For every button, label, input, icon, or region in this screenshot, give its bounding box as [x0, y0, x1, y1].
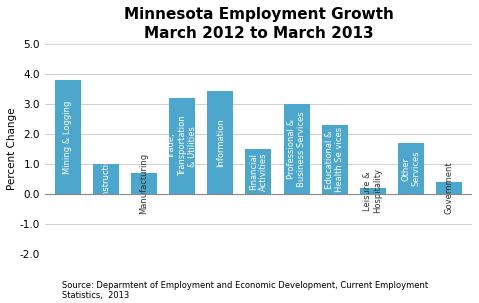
Bar: [322, 125, 348, 194]
Text: Information: Information: [216, 118, 225, 167]
Text: Educational &
Health Se⁠⁠ vices: Educational & Health Se⁠⁠ vices: [325, 127, 344, 192]
Bar: [55, 80, 80, 194]
Text: Construction: Construction: [102, 152, 110, 206]
Text: Professional &
Business Se⁠rvices: Professional & Business Se⁠rvices: [287, 111, 306, 187]
Title: Minnesota Employment Growth
March 2012 to March 2013: Minnesota Employment Growth March 2012 t…: [124, 7, 393, 41]
Bar: [131, 173, 157, 194]
Text: Leisure &
Hospitality: Leisure & Hospitality: [363, 168, 383, 213]
Bar: [245, 149, 272, 194]
Text: Mining & Logging: Mining & Logging: [63, 101, 72, 174]
Bar: [398, 143, 424, 194]
Text: Source: Deparmtent of Employment and Economic Development, Current Employment
St: Source: Deparmtent of Employment and Eco…: [62, 281, 428, 300]
Text: Financial
Activities: Financial Activities: [249, 152, 268, 191]
Text: Manufacturing: Manufacturing: [139, 153, 148, 214]
Bar: [436, 182, 462, 194]
Text: Government: Government: [445, 161, 454, 214]
Text: Trade,
Transportation
& Utilities: Trade, Transportation & Utilities: [167, 116, 197, 176]
Bar: [207, 91, 233, 194]
Bar: [284, 104, 309, 194]
Text: Other
Services: Other Services: [401, 151, 421, 186]
Bar: [360, 188, 386, 194]
Y-axis label: Percent Change: Percent Change: [7, 108, 17, 190]
Bar: [93, 164, 119, 194]
Bar: [169, 98, 195, 194]
